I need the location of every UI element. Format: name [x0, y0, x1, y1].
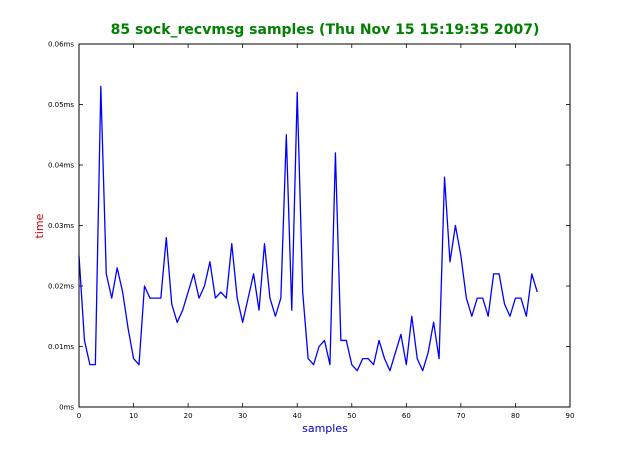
x-tick-label: 80: [511, 412, 520, 420]
plot-frame: [78, 43, 571, 408]
series-line: [78, 85, 538, 372]
x-tick-label: 70: [456, 412, 465, 420]
x-tick-label: 30: [238, 412, 247, 420]
x-tick-label: 50: [347, 412, 356, 420]
x-tick-label: 10: [129, 412, 138, 420]
series-layer: [78, 85, 538, 372]
x-tick-label: 20: [184, 412, 193, 420]
plot-area: [79, 44, 570, 407]
y-tick-label: 0.05ms: [48, 101, 74, 109]
x-tick-label: 0: [77, 412, 81, 420]
y-tick-label: 0.01ms: [48, 343, 74, 351]
chart-title: 85 sock_recvmsg samples (Thu Nov 15 15:1…: [111, 22, 540, 38]
y-tick-label: 0ms: [59, 404, 74, 412]
y-tick-label: 0.02ms: [48, 283, 74, 291]
x-tick-label: 90: [566, 412, 575, 420]
y-tick-label: 0.04ms: [48, 162, 74, 170]
x-tick-label: 60: [402, 412, 411, 420]
y-tick-label: 0.06ms: [48, 41, 74, 49]
x-axis-label: samples: [302, 422, 348, 435]
y-tick-label: 0.03ms: [48, 222, 74, 230]
y-axis-label: time: [33, 213, 46, 238]
x-tick-label: 40: [293, 412, 302, 420]
